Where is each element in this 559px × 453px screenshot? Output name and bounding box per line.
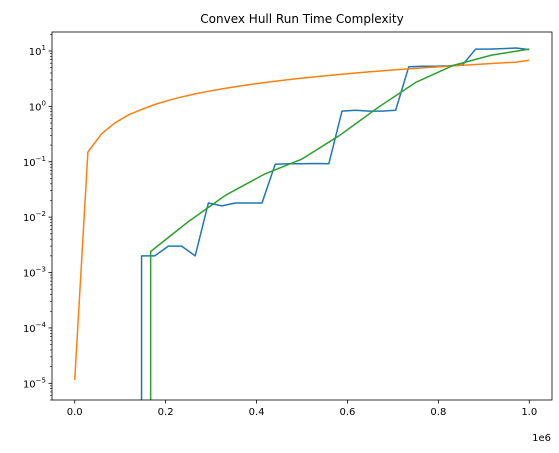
series-line-3	[149, 48, 530, 400]
x-tick-label-4: 0.8	[430, 407, 446, 418]
x-axis: 0.0 0.2 0.4 0.6 0.8 1.0	[67, 400, 537, 418]
y-tick-label-1: 10−4	[23, 321, 47, 335]
y-axis: 10−5 10−4 10−3 10−2 10−1 100 101	[23, 33, 52, 401]
x-tick-label-2: 0.4	[249, 407, 265, 418]
plot-area-frame	[51, 31, 553, 401]
y-tick-label-5: 100	[29, 99, 46, 113]
x-tick-label-0: 0.0	[67, 407, 83, 418]
series-layer	[73, 47, 530, 400]
y-tick-label-0: 10−5	[23, 376, 46, 390]
y-tick-label-2: 10−3	[23, 266, 46, 280]
x-tick-label-3: 0.6	[340, 407, 356, 418]
y-tick-label-4: 10−1	[23, 155, 46, 169]
y-tick-label-6: 101	[29, 44, 46, 58]
x-tick-label-5: 1.0	[521, 407, 537, 418]
x-offset-label: 1e6	[532, 433, 551, 444]
y-tick-label-3: 10−2	[23, 210, 46, 224]
chart-title: Convex Hull Run Time Complexity	[200, 12, 403, 26]
x-tick-label-1: 0.2	[158, 407, 174, 418]
